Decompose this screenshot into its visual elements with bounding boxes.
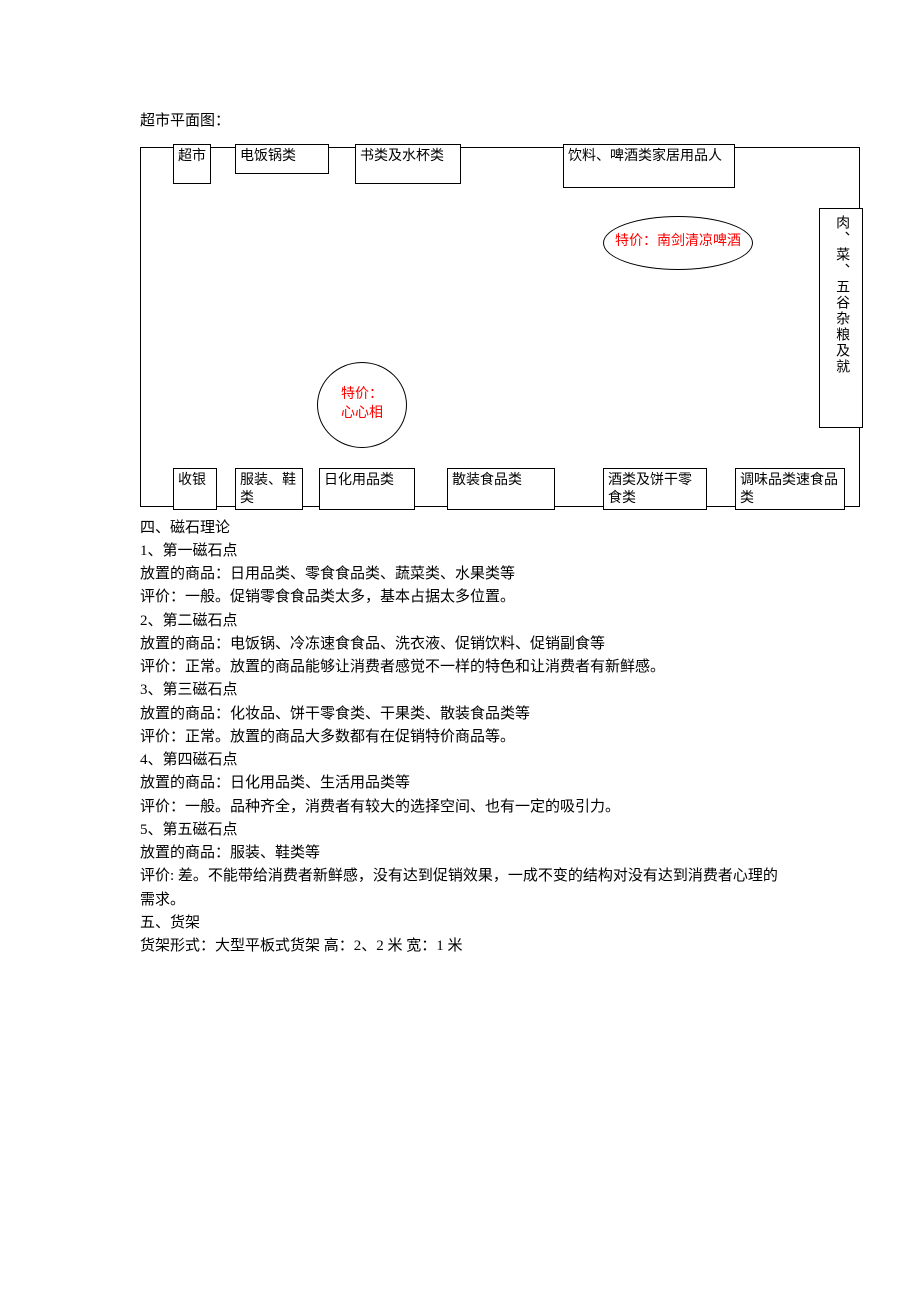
box-wine-snack: 酒类及饼干零食类 bbox=[603, 468, 707, 510]
p2-1: 2、第二磁石点 bbox=[140, 610, 780, 633]
p4-1: 4、第四磁石点 bbox=[140, 749, 780, 772]
p2-2: 放置的商品：电饭锅、冷冻速食食品、洗衣液、促销饮料、促销副食等 bbox=[140, 633, 780, 656]
p3-2: 放置的商品：化妆品、饼干零食类、干果类、散装食品类等 bbox=[140, 703, 780, 726]
box-rice-cooker: 电饭锅类 bbox=[235, 144, 329, 174]
promo-xinxin-l1: 特价： bbox=[341, 386, 383, 404]
section-4-title: 四、磁石理论 bbox=[140, 517, 780, 540]
box-drinks-home: 饮料、啤酒类家居用品人 bbox=[563, 144, 735, 188]
section-5-title: 五、货架 bbox=[140, 912, 780, 935]
box-books-cups: 书类及水杯类 bbox=[355, 144, 461, 184]
p1-1: 1、第一磁石点 bbox=[140, 540, 780, 563]
promo-beer-label: 特价：南剑清凉啤酒 bbox=[615, 233, 741, 251]
p5-1: 5、第五磁石点 bbox=[140, 819, 780, 842]
section-5-body: 货架形式：大型平板式货架 高：2、2 米 宽：1 米 bbox=[140, 935, 780, 958]
floor-plan-diagram: 超市 电饭锅类 书类及水杯类 饮料、啤酒类家居用品人 肉、菜、五谷杂粮及就 特价… bbox=[140, 147, 860, 507]
box-supermarket: 超市 bbox=[173, 144, 211, 184]
promo-beer: 特价：南剑清凉啤酒 bbox=[603, 216, 753, 270]
p5-3: 评价: 差。不能带给消费者新鲜感，没有达到促销效果，一成不变的结构对没有达到消费… bbox=[140, 865, 780, 912]
box-meat-grain: 肉、菜、五谷杂粮及就 bbox=[819, 208, 863, 428]
p3-1: 3、第三磁石点 bbox=[140, 679, 780, 702]
p4-2: 放置的商品：日化用品类、生活用品类等 bbox=[140, 772, 780, 795]
box-clothes-shoes: 服装、鞋类 bbox=[235, 468, 303, 510]
p2-3: 评价：正常。放置的商品能够让消费者感觉不一样的特色和让消费者有新鲜感。 bbox=[140, 656, 780, 679]
p1-3: 评价：一般。促销零食食品类太多，基本占据太多位置。 bbox=[140, 586, 780, 609]
body-text: 四、磁石理论 1、第一磁石点 放置的商品：日用品类、零食食品类、蔬菜类、水果类等… bbox=[140, 517, 780, 959]
box-daily-chem: 日化用品类 bbox=[319, 468, 415, 510]
box-cashier: 收银 bbox=[173, 468, 217, 510]
p3-3: 评价：正常。放置的商品大多数都有在促销特价商品等。 bbox=[140, 726, 780, 749]
page-title: 超市平面图： bbox=[140, 110, 780, 133]
box-meat-grain-label: 肉、菜、五谷杂粮及就 bbox=[832, 215, 850, 375]
p4-3: 评价：一般。品种齐全，消费者有较大的选择空间、也有一定的吸引力。 bbox=[140, 796, 780, 819]
p5-2: 放置的商品：服装、鞋类等 bbox=[140, 842, 780, 865]
p1-2: 放置的商品：日用品类、零食食品类、蔬菜类、水果类等 bbox=[140, 563, 780, 586]
promo-xinxin: 特价： 心心相 bbox=[317, 362, 407, 448]
promo-xinxin-l2: 心心相 bbox=[341, 405, 383, 423]
box-seasoning: 调味品类速食品类 bbox=[735, 468, 845, 510]
box-bulk-food: 散装食品类 bbox=[447, 468, 555, 510]
